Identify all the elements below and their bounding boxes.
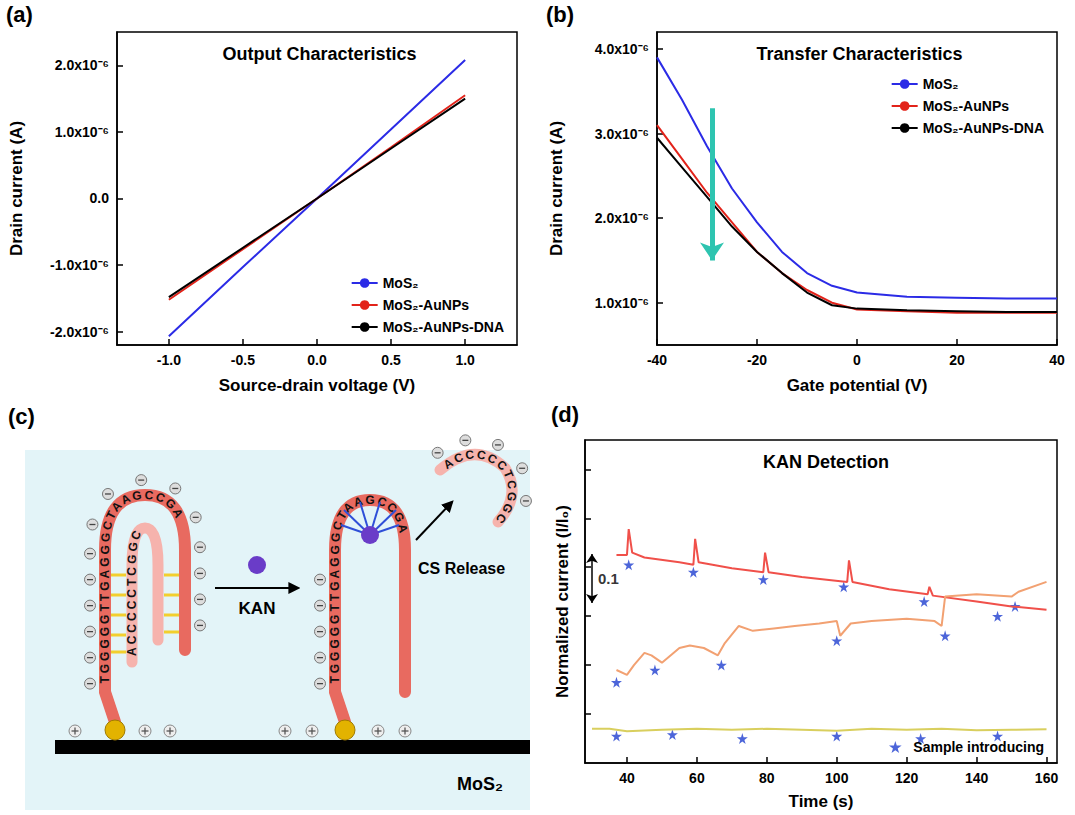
svg-text:MoS₂: MoS₂ <box>923 76 959 92</box>
svg-text:0.0: 0.0 <box>307 352 327 368</box>
svg-text:TGGGGGTTGAGGGCTAAGCCGA: TGGGGGTTGAGGGCTAAGCCGA <box>328 493 411 684</box>
svg-text:(a): (a) <box>6 2 33 27</box>
svg-text:KAN Detection: KAN Detection <box>763 452 889 472</box>
svg-text:2.0x10⁻⁶: 2.0x10⁻⁶ <box>55 57 109 73</box>
svg-text:MoS₂-AuNPs: MoS₂-AuNPs <box>923 98 1010 114</box>
svg-text:20: 20 <box>949 352 965 368</box>
svg-text:100: 100 <box>825 770 849 786</box>
svg-text:CS Release: CS Release <box>418 560 505 577</box>
svg-text:1.0x10⁻⁶: 1.0x10⁻⁶ <box>55 124 109 140</box>
svg-text:-2.0x10⁻⁶: -2.0x10⁻⁶ <box>50 324 109 340</box>
svg-text:-0.5: -0.5 <box>231 352 255 368</box>
svg-text:160: 160 <box>1035 770 1059 786</box>
svg-text:Normalized current (I/I₀): Normalized current (I/I₀) <box>553 505 572 698</box>
svg-text:4.0x10⁻⁶: 4.0x10⁻⁶ <box>595 41 649 57</box>
svg-text:(d): (d) <box>551 402 579 427</box>
svg-text:Gate potential (V): Gate potential (V) <box>787 376 928 395</box>
svg-text:120: 120 <box>895 770 919 786</box>
svg-text:1.0: 1.0 <box>455 352 475 368</box>
svg-text:Drain current (A): Drain current (A) <box>547 121 566 256</box>
svg-text:3.0x10⁻⁶: 3.0x10⁻⁶ <box>595 126 649 142</box>
svg-text:MoS₂-AuNPs-DNA: MoS₂-AuNPs-DNA <box>383 319 504 335</box>
svg-text:80: 80 <box>759 770 775 786</box>
svg-text:Output Characteristics: Output Characteristics <box>222 44 416 64</box>
svg-text:1.0x10⁻⁶: 1.0x10⁻⁶ <box>595 295 649 311</box>
svg-text:MoS₂-AuNPs-DNA: MoS₂-AuNPs-DNA <box>923 120 1044 136</box>
svg-text:140: 140 <box>965 770 989 786</box>
svg-text:-1.0: -1.0 <box>157 352 181 368</box>
svg-text:40: 40 <box>1049 352 1065 368</box>
svg-text:Time (s): Time (s) <box>789 792 854 811</box>
svg-text:2.0x10⁻⁶: 2.0x10⁻⁶ <box>595 210 649 226</box>
svg-text:(b): (b) <box>546 2 574 27</box>
svg-text:MoS₂-AuNPs: MoS₂-AuNPs <box>383 297 470 313</box>
svg-text:0: 0 <box>853 352 861 368</box>
svg-text:-1.0x10⁻⁶: -1.0x10⁻⁶ <box>50 257 109 273</box>
svg-text:0.1: 0.1 <box>598 570 619 587</box>
svg-text:40: 40 <box>619 770 635 786</box>
svg-text:TGGGGGTTGAGGGCTAAGCCGA: TGGGGGTTGAGGGCTAAGCCGA <box>98 488 187 684</box>
svg-text:ACCCCCTCGGC: ACCCCCTCGGC <box>125 526 146 656</box>
svg-text:ACCCCCTCGGC: ACCCCCTCGGC <box>441 447 520 528</box>
svg-text:Drain current (A): Drain current (A) <box>7 121 26 256</box>
svg-text:0.0: 0.0 <box>90 190 110 206</box>
svg-text:Sample introducing: Sample introducing <box>913 739 1044 755</box>
svg-text:Transfer Characteristics: Transfer Characteristics <box>756 44 962 64</box>
svg-text:Source-drain voltage (V): Source-drain voltage (V) <box>219 376 415 395</box>
svg-text:KAN: KAN <box>239 599 276 618</box>
svg-text:-40: -40 <box>647 352 667 368</box>
svg-text:-20: -20 <box>747 352 767 368</box>
svg-text:60: 60 <box>689 770 705 786</box>
svg-text:0.5: 0.5 <box>381 352 401 368</box>
svg-text:(c): (c) <box>8 404 35 429</box>
svg-text:MoS₂: MoS₂ <box>383 275 419 291</box>
svg-text:MoS₂: MoS₂ <box>457 774 503 794</box>
